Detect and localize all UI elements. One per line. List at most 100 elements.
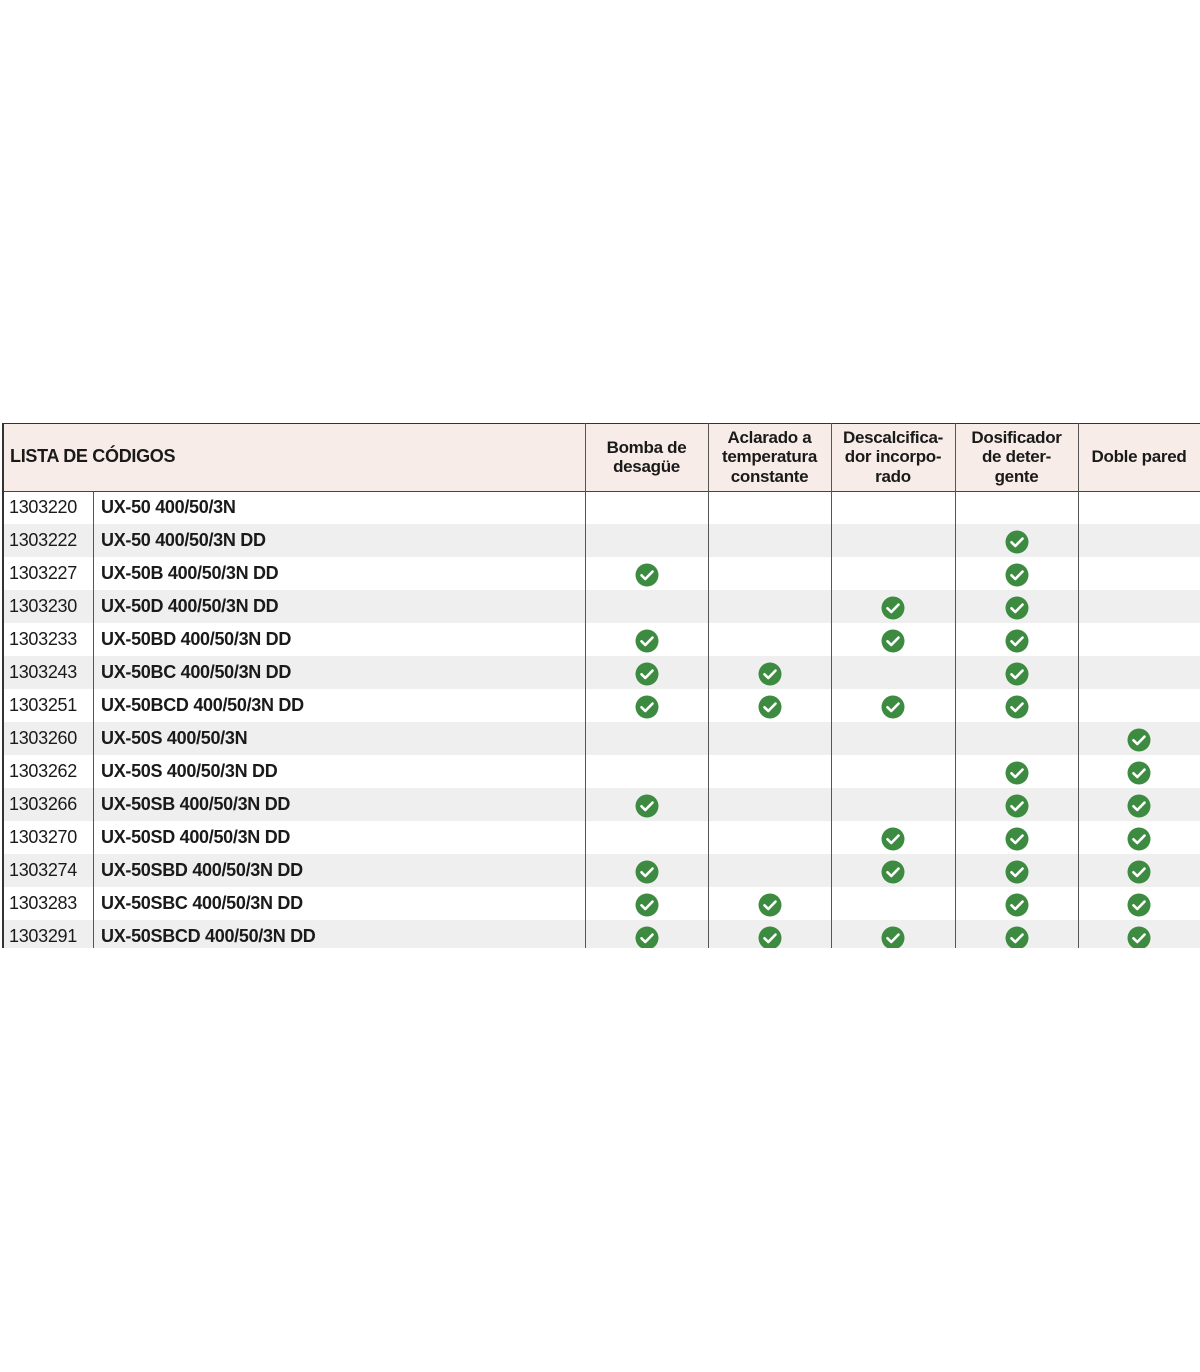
check-icon: [758, 662, 781, 685]
header-cell: Dosificador de deter-gente: [955, 423, 1078, 491]
check-icon: [635, 893, 658, 916]
header-line: desagüe: [613, 457, 680, 476]
check-icon: [1127, 728, 1151, 751]
header-line: Aclarado a: [727, 427, 812, 447]
model-name: UX-50S 400/50/3N DD: [101, 761, 278, 781]
check-icon: [635, 860, 658, 883]
header-cell: LISTA DE CÓDIGOS: [2, 423, 585, 491]
header-line: Descalcifica-: [842, 427, 944, 447]
check-icon: [758, 893, 781, 916]
model-name: UX-50SD 400/50/3N DD: [101, 827, 291, 847]
check-icon: [1005, 926, 1028, 948]
check-icon: [881, 827, 905, 850]
column-divider: [1078, 423, 1079, 948]
product-code: 1303270: [9, 827, 77, 847]
column-divider: [708, 423, 709, 948]
check-icon: [1127, 893, 1151, 916]
table-row: 1303262 UX-50S 400/50/3N DD: [2, 755, 1200, 788]
model-name: UX-50BC 400/50/3N DD: [101, 662, 292, 682]
model-name: UX-50SBCD 400/50/3N DD: [101, 926, 316, 946]
check-icon: [1127, 794, 1151, 817]
model-name: UX-50D 400/50/3N DD: [101, 596, 279, 616]
check-icon: [635, 695, 658, 718]
column-divider: [93, 491, 94, 948]
check-icon: [1005, 695, 1028, 718]
table-row: 1303283 UX-50SBC 400/50/3N DD: [2, 887, 1200, 920]
product-code: 1303230: [9, 596, 77, 616]
check-icon: [1127, 761, 1151, 784]
check-icon: [635, 662, 658, 685]
check-icon: [881, 926, 905, 948]
product-code: 1303262: [9, 761, 77, 781]
product-code: 1303233: [9, 629, 77, 649]
header-line: rado: [875, 466, 911, 486]
header-cell: Aclarado a temperatura constante: [708, 423, 831, 491]
product-code: 1303260: [9, 728, 77, 748]
model-name: UX-50B 400/50/3N DD: [101, 563, 279, 583]
product-code: 1303283: [9, 893, 77, 913]
table-row: 1303291 UX-50SBCD 400/50/3N DD: [2, 920, 1200, 948]
model-name: UX-50S 400/50/3N: [101, 728, 248, 748]
model-name: UX-50 400/50/3N: [101, 497, 236, 517]
product-code: 1303266: [9, 794, 77, 814]
table-row: 1303220 UX-50 400/50/3N: [2, 491, 1200, 524]
check-icon: [1005, 794, 1028, 817]
check-icon: [881, 860, 905, 883]
check-icon: [1005, 860, 1028, 883]
header-line: temperatura: [722, 447, 817, 467]
table-row: 1303243 UX-50BC 400/50/3N DD: [2, 656, 1200, 689]
product-code: 1303251: [9, 695, 77, 715]
table-row: 1303274 UX-50SBD 400/50/3N DD: [2, 854, 1200, 887]
model-name: UX-50BD 400/50/3N DD: [101, 629, 292, 649]
header-line: Doble pared: [1091, 447, 1187, 467]
column-divider: [585, 423, 586, 948]
model-name: UX-50SB 400/50/3N DD: [101, 794, 291, 814]
check-icon: [635, 794, 658, 817]
check-icon: [758, 695, 781, 718]
border-line: [2, 491, 1200, 492]
check-icon: [1127, 827, 1151, 850]
check-icon: [881, 629, 905, 652]
table-row: 1303251 UX-50BCD 400/50/3N DD: [2, 689, 1200, 722]
model-name: UX-50BCD 400/50/3N DD: [101, 695, 304, 715]
check-icon: [1005, 596, 1028, 619]
header-line: dor incorpo-: [844, 447, 942, 467]
border-line: [2, 423, 4, 948]
header-line: de deter-: [981, 447, 1052, 467]
product-code: 1303222: [9, 530, 77, 550]
table-row: 1303270 UX-50SD 400/50/3N DD: [2, 821, 1200, 854]
check-icon: [1005, 662, 1028, 685]
table-row: 1303233 UX-50BD 400/50/3N DD: [2, 623, 1200, 656]
check-icon: [635, 629, 658, 652]
check-icon: [881, 695, 905, 718]
header-cell: Descalcifica-dor incorpo-rado: [831, 423, 955, 491]
column-divider: [831, 423, 832, 948]
product-code: 1303291: [9, 926, 77, 946]
table-row: 1303227 UX-50B 400/50/3N DD: [2, 557, 1200, 590]
table-row: 1303222 UX-50 400/50/3N DD: [2, 524, 1200, 557]
column-divider: [955, 423, 956, 948]
check-icon: [635, 563, 658, 586]
model-name: UX-50SBD 400/50/3N DD: [101, 860, 303, 880]
header-line: Bomba de: [606, 437, 687, 457]
check-icon: [1005, 761, 1028, 784]
check-icon: [758, 926, 781, 948]
check-icon: [1005, 827, 1028, 850]
check-icon: [1127, 926, 1151, 948]
check-icon: [1005, 563, 1028, 586]
table-row: 1303266 UX-50SB 400/50/3N DD: [2, 788, 1200, 821]
model-name: UX-50 400/50/3N DD: [101, 530, 266, 550]
code-table: LISTA DE CÓDIGOS Bomba de desagüe Aclarado …: [0, 423, 1200, 948]
check-icon: [1005, 893, 1028, 916]
check-icon: [1005, 530, 1028, 553]
check-icon: [881, 596, 905, 619]
product-code: 1303243: [9, 662, 77, 682]
product-code: 1303220: [9, 497, 77, 517]
header-cell: Bomba de desagüe: [585, 423, 708, 491]
border-line: [2, 423, 1200, 424]
check-icon: [1005, 629, 1028, 652]
check-icon: [1127, 860, 1151, 883]
product-code: 1303274: [9, 860, 77, 880]
header-title: LISTA DE CÓDIGOS: [10, 446, 176, 467]
